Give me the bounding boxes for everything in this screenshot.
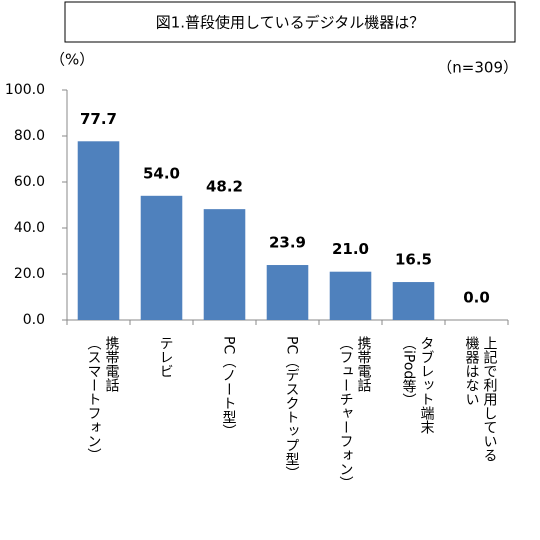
title-box <box>64 1 516 43</box>
x-tick-label: （フューチャーフォン） <box>338 336 354 490</box>
y-tick-label: 60.0 <box>14 174 45 190</box>
x-tick-label: PC（デスクトップ型） <box>284 336 300 480</box>
value-label: 21.0 <box>332 240 369 258</box>
bar <box>203 209 246 320</box>
y-tick-label: 100.0 <box>5 82 45 98</box>
x-tick-label: テレビ <box>158 336 174 378</box>
x-tick-label: （スマートフォン） <box>86 336 102 462</box>
x-tick-label: 携帯電話 <box>356 336 372 392</box>
bar <box>266 265 309 320</box>
bar <box>77 141 120 320</box>
value-label: 23.9 <box>269 234 306 252</box>
value-label: 0.0 <box>463 289 490 307</box>
x-tick-label: タブレット端末 <box>419 336 435 434</box>
bar <box>329 271 372 320</box>
value-label: 48.2 <box>206 178 243 196</box>
sample-note: （n=309） <box>437 59 518 77</box>
x-tick-label: 上記で利用している <box>482 336 498 462</box>
chart-title: 図1.普段使用しているデジタル機器は？ <box>156 14 425 32</box>
unit-label: （%） <box>50 51 94 69</box>
value-label: 77.7 <box>80 110 117 128</box>
bar <box>392 282 435 320</box>
x-tick-label: （iPod等） <box>401 336 417 407</box>
x-tick-label: PC（ノート型） <box>221 336 237 438</box>
x-tick-label: 機器はない <box>464 336 480 406</box>
bar <box>140 195 183 320</box>
value-label: 54.0 <box>143 164 180 182</box>
y-tick-label: 40.0 <box>14 220 45 236</box>
x-tick-label: 携帯電話 <box>104 336 120 392</box>
value-label: 16.5 <box>395 251 432 269</box>
y-tick-label: 0.0 <box>23 312 45 328</box>
y-tick-label: 80.0 <box>14 128 45 144</box>
y-tick-label: 20.0 <box>14 266 45 282</box>
